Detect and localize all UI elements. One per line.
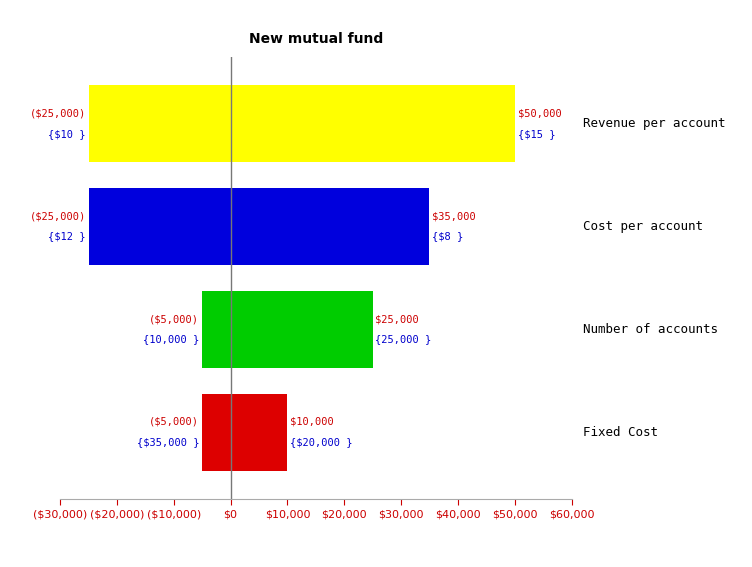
Bar	[202, 393, 287, 471]
Text: $35,000: $35,000	[432, 211, 476, 221]
Text: {10,000 }: {10,000 }	[143, 335, 199, 344]
Text: Cost per account: Cost per account	[583, 220, 703, 233]
Text: $10,000: $10,000	[290, 417, 334, 427]
Bar	[202, 291, 373, 368]
Text: {$35,000 }: {$35,000 }	[137, 437, 199, 447]
Text: $50,000: $50,000	[517, 108, 561, 119]
Text: {$12 }: {$12 }	[48, 231, 86, 242]
Text: {$15 }: {$15 }	[517, 129, 555, 139]
Text: ($25,000): ($25,000)	[29, 108, 86, 119]
Text: ($5,000): ($5,000)	[150, 314, 199, 324]
Text: Number of accounts: Number of accounts	[583, 323, 718, 336]
Text: {$8 }: {$8 }	[432, 231, 463, 242]
Text: Revenue per account: Revenue per account	[583, 117, 725, 130]
Title: New mutual fund: New mutual fund	[249, 32, 383, 46]
Bar	[89, 188, 429, 265]
Text: {25,000 }: {25,000 }	[375, 335, 432, 344]
Text: {$10 }: {$10 }	[48, 129, 86, 139]
Text: ($5,000): ($5,000)	[150, 417, 199, 427]
Bar	[89, 85, 514, 162]
Text: $25,000: $25,000	[375, 314, 420, 324]
Text: Fixed Cost: Fixed Cost	[583, 426, 658, 439]
Text: ($25,000): ($25,000)	[29, 211, 86, 221]
Text: {$20,000 }: {$20,000 }	[290, 437, 353, 447]
